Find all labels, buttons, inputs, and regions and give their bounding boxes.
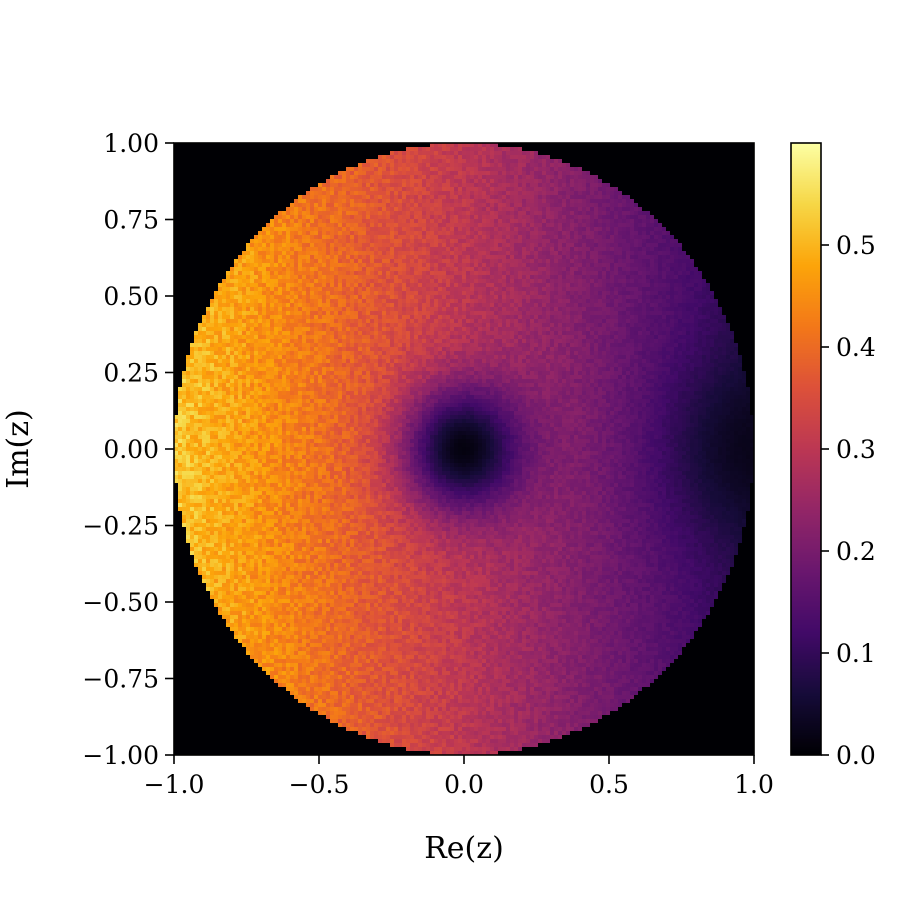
y-tick-label: −1.00 xyxy=(82,741,159,770)
colorbar-axis: 0.0 0.1 0.2 0.3 0.4 0.5 xyxy=(821,231,876,770)
x-tick-label: −1.0 xyxy=(144,770,205,799)
x-tick-label: 0.5 xyxy=(589,770,629,799)
colorbar-tick-label: 0.1 xyxy=(836,639,876,668)
y-tick-label: 1.00 xyxy=(103,129,159,158)
colorbar-tick-label: 0.4 xyxy=(836,333,876,362)
x-tick-label: 1.0 xyxy=(734,770,774,799)
x-axis-label: Re(z) xyxy=(424,831,504,866)
y-tick-label: −0.50 xyxy=(82,588,159,617)
x-axis: −1.0 −0.5 0.0 0.5 1.0 xyxy=(144,755,774,799)
colorbar-tick-label: 0.3 xyxy=(836,435,876,464)
colorbar-gradient xyxy=(791,143,821,755)
heatmap-image xyxy=(174,143,754,755)
y-tick-label: 0.50 xyxy=(103,282,159,311)
y-tick-label: 0.75 xyxy=(103,206,159,235)
x-tick-label: 0.0 xyxy=(444,770,484,799)
y-tick-label: 0.00 xyxy=(103,435,159,464)
y-tick-label: 0.25 xyxy=(103,359,159,388)
y-axis: 1.00 0.75 0.50 0.25 0.00 −0.25 −0.50 −0.75 −1.00 xyxy=(82,129,174,770)
y-axis-label: Im(z) xyxy=(1,409,36,489)
colorbar-tick-label: 0.2 xyxy=(836,537,876,566)
colorbar-frame xyxy=(790,142,822,756)
plot-frame xyxy=(173,142,755,756)
y-tick-label: −0.75 xyxy=(82,665,159,694)
colorbar-tick-label: 0.0 xyxy=(836,741,876,770)
colorbar-tick-label: 0.5 xyxy=(836,231,876,260)
y-tick-label: −0.25 xyxy=(82,512,159,541)
x-tick-label: −0.5 xyxy=(289,770,350,799)
